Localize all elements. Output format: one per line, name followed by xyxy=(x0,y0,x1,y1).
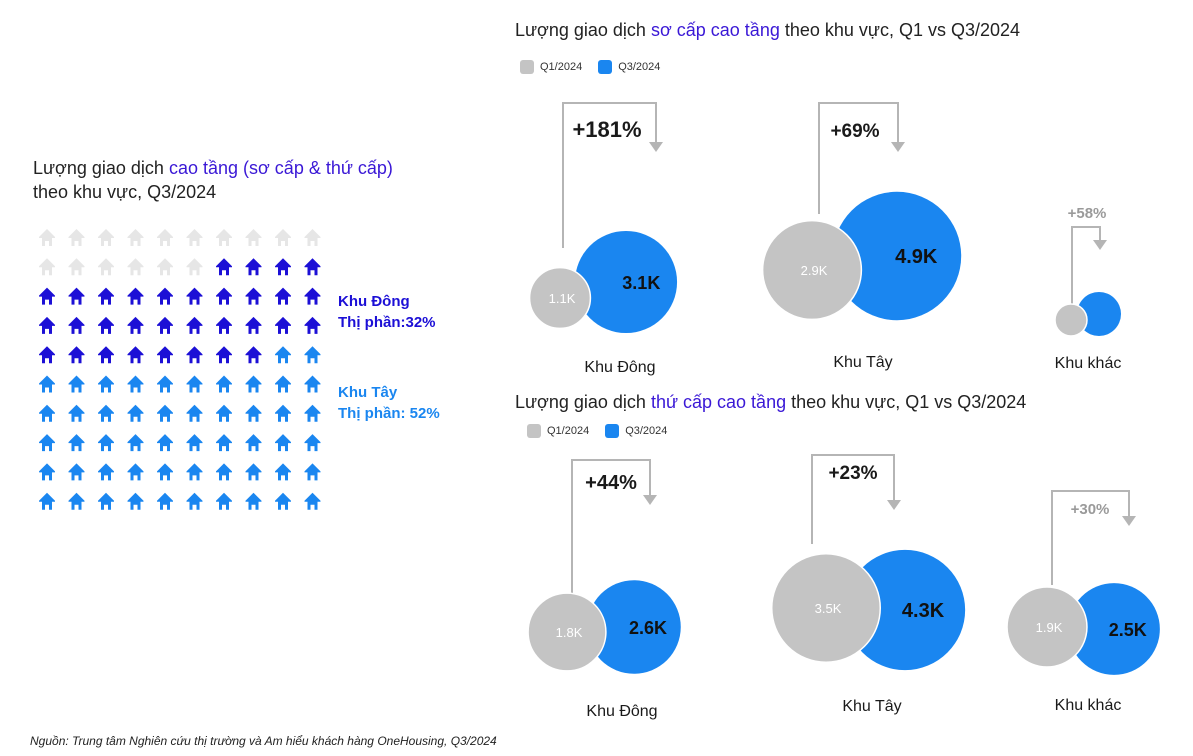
secondary-label-q1-2: 1.9K xyxy=(1036,620,1063,635)
primary-category-label-0: Khu Đông xyxy=(584,359,655,376)
primary-category-label-1: Khu Tây xyxy=(833,354,892,371)
secondary-category-label-0: Khu Đông xyxy=(586,703,657,720)
secondary-growth-arrowhead-0 xyxy=(643,495,657,505)
secondary-growth-arrowhead-2 xyxy=(1122,516,1136,526)
primary-growth-arrowhead-2 xyxy=(1093,240,1107,250)
primary-label-q3-1: 4.9K xyxy=(895,246,938,268)
primary-label-q1-1: 2.9K xyxy=(801,263,828,278)
secondary-category-label-2: Khu khác xyxy=(1055,697,1122,714)
primary-growth-label-2: +58% xyxy=(1068,205,1107,222)
secondary-label-q3-2: 2.5K xyxy=(1109,620,1147,640)
bubble-charts: 1.1K 3.1K +181% Khu Đông 2.9K 4.9K +69% Khu Tây… xyxy=(0,0,1193,730)
secondary-label-q3-0: 2.6K xyxy=(629,618,667,638)
secondary-label-q1-0: 1.8K xyxy=(556,625,583,640)
secondary-category-label-1: Khu Tây xyxy=(842,698,901,715)
secondary-growth-arrowhead-1 xyxy=(887,500,901,510)
primary-label-q3-0: 3.1K xyxy=(622,273,660,293)
secondary-growth-label-0: +44% xyxy=(585,472,637,494)
source-note: Nguồn: Trung tâm Nghiên cứu thị trường v… xyxy=(30,734,497,748)
primary-growth-arrowhead-0 xyxy=(649,142,663,152)
primary-growth-arrowhead-1 xyxy=(891,142,905,152)
secondary-label-q1-1: 3.5K xyxy=(815,601,842,616)
secondary-label-q3-1: 4.3K xyxy=(902,600,945,622)
primary-growth-label-0: +181% xyxy=(572,117,641,142)
secondary-growth-label-2: +30% xyxy=(1071,501,1110,518)
primary-category-label-2: Khu khác xyxy=(1055,355,1122,372)
secondary-growth-label-1: +23% xyxy=(828,463,877,484)
primary-growth-label-1: +69% xyxy=(830,121,879,142)
primary-bubble-q1-2 xyxy=(1055,304,1087,336)
primary-label-q1-0: 1.1K xyxy=(549,291,576,306)
